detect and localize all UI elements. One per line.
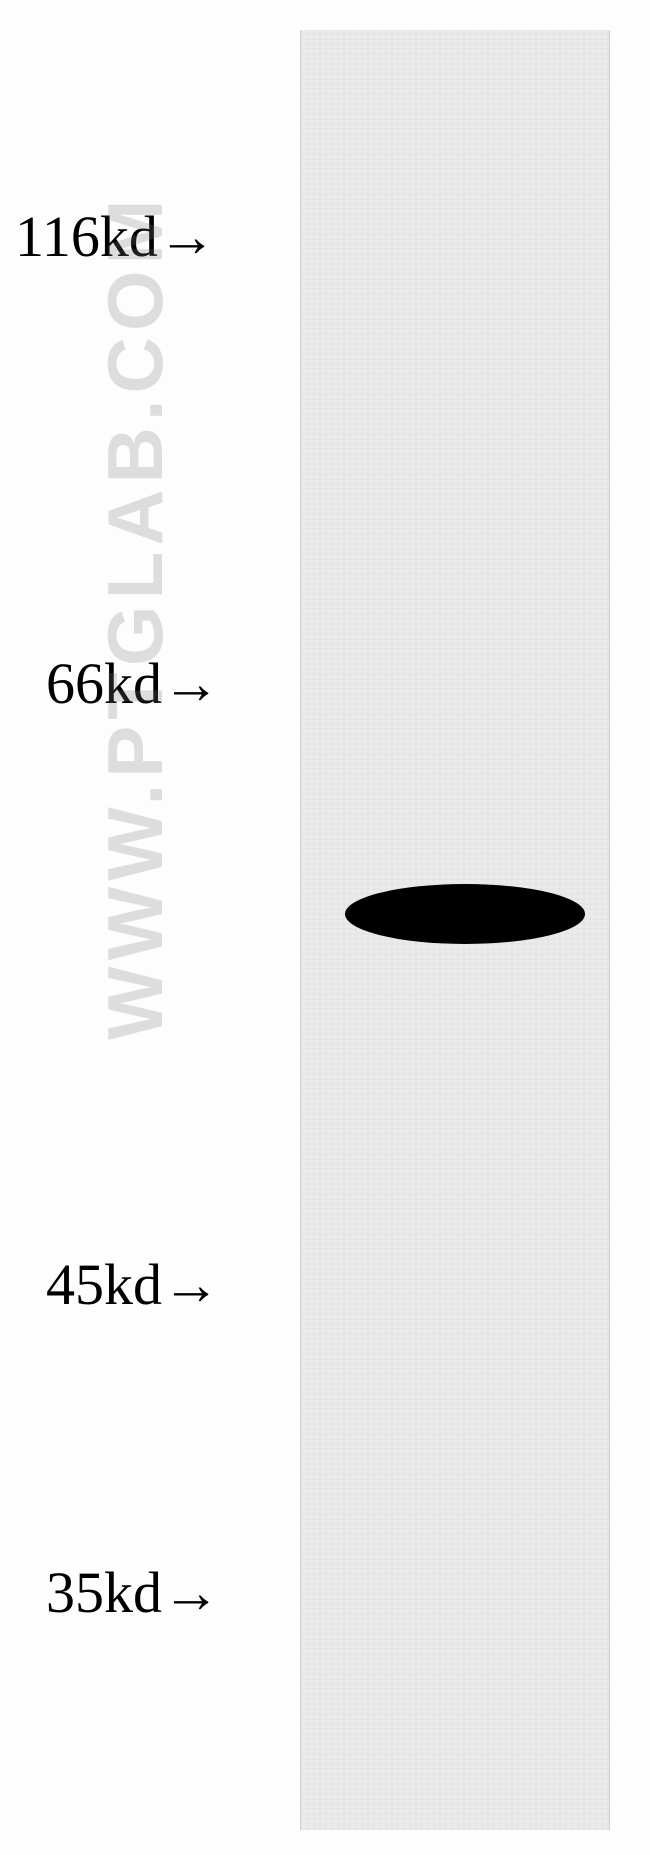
watermark-text: WWW.PTGLAB.COM: [90, 193, 181, 1040]
mw-marker-text: 116kd: [15, 204, 158, 269]
arrow-right-icon: →: [162, 651, 220, 716]
arrow-right-icon: →: [162, 1252, 220, 1317]
mw-marker-text: 45kd: [46, 1252, 162, 1317]
mw-marker-text: 66kd: [46, 651, 162, 716]
mw-marker-116kd: 116kd→: [15, 203, 216, 270]
mw-marker-text: 35kd: [46, 1560, 162, 1625]
arrow-right-icon: →: [158, 204, 216, 269]
protein-band: [345, 884, 585, 944]
blot-figure: 116kd→ 66kd→ 45kd→ 35kd→ WWW.PTGLAB.COM: [0, 0, 650, 1855]
mw-marker-35kd: 35kd→: [46, 1559, 220, 1626]
arrow-right-icon: →: [162, 1560, 220, 1625]
mw-marker-45kd: 45kd→: [46, 1251, 220, 1318]
mw-marker-66kd: 66kd→: [46, 650, 220, 717]
